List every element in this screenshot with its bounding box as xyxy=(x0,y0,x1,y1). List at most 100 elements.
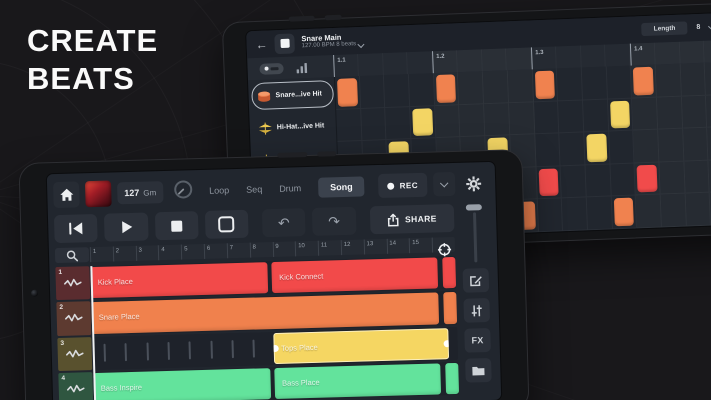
ruler-step[interactable]: 11 xyxy=(317,240,342,256)
step-cell[interactable] xyxy=(607,98,634,132)
ruler-step[interactable]: 3 xyxy=(135,245,159,261)
tab-song[interactable]: Song xyxy=(317,176,365,198)
ruler-cell[interactable] xyxy=(655,42,681,65)
step-cell[interactable] xyxy=(655,63,682,98)
stop-button[interactable] xyxy=(154,211,199,241)
bar-ruler-cells[interactable]: 1 2 3 4 5 6 7 8 9 10 11 12 13 14 15 xyxy=(89,236,456,263)
step-cell[interactable] xyxy=(556,67,583,101)
loop-record-button[interactable] xyxy=(204,209,249,239)
step-cell[interactable] xyxy=(704,61,711,96)
step-cell[interactable] xyxy=(685,193,711,227)
step-cell[interactable] xyxy=(707,126,711,161)
step-cell[interactable] xyxy=(533,100,560,135)
step-cell[interactable] xyxy=(558,100,585,134)
step-cell[interactable] xyxy=(336,108,363,143)
ruler-cell[interactable] xyxy=(556,46,582,69)
ruler-step[interactable]: 14 xyxy=(386,238,410,254)
stop-button[interactable] xyxy=(274,32,295,54)
step-pad[interactable] xyxy=(609,100,631,129)
undo-button[interactable]: ↶ xyxy=(261,208,306,238)
step-cell[interactable] xyxy=(606,65,633,100)
edit-button[interactable] xyxy=(462,268,490,293)
ruler-step[interactable]: 1 xyxy=(89,246,114,263)
back-arrow-icon[interactable]: ← xyxy=(255,37,268,52)
ruler-step[interactable]: 5 xyxy=(181,243,205,260)
track-header[interactable]: 4 xyxy=(58,371,94,400)
ruler-step[interactable]: 10 xyxy=(295,240,319,257)
step-cell[interactable] xyxy=(682,127,709,162)
step-cell[interactable] xyxy=(680,62,707,97)
step-cell[interactable] xyxy=(433,72,460,106)
step-cell[interactable] xyxy=(482,70,509,104)
track-header[interactable]: 1 xyxy=(55,266,91,301)
playhead-locate-button[interactable] xyxy=(431,236,456,256)
ruler-step[interactable]: 9 xyxy=(272,241,296,258)
step-cell[interactable] xyxy=(559,132,586,167)
step-cell[interactable] xyxy=(334,76,361,110)
step-cell[interactable] xyxy=(635,194,662,229)
step-cell[interactable] xyxy=(458,71,485,105)
clip[interactable]: Kick Connect xyxy=(271,257,439,294)
redo-button[interactable]: ↷ xyxy=(312,206,357,236)
rec-options-button[interactable] xyxy=(432,171,456,197)
step-cell[interactable] xyxy=(359,75,386,109)
step-cell[interactable] xyxy=(507,69,534,103)
step-cell[interactable] xyxy=(660,193,687,228)
home-button[interactable] xyxy=(52,181,80,209)
step-cell[interactable] xyxy=(534,133,561,168)
share-button[interactable]: SHARE xyxy=(369,203,455,235)
ruler-step[interactable]: 13 xyxy=(363,238,387,255)
step-cell[interactable] xyxy=(561,197,588,232)
ruler-cell[interactable] xyxy=(580,45,606,68)
step-cell[interactable] xyxy=(484,102,511,137)
mixer-button[interactable] xyxy=(463,297,491,323)
step-cell[interactable] xyxy=(681,95,708,129)
ruler-cell[interactable]: 1.4 xyxy=(629,42,656,66)
step-cell[interactable] xyxy=(434,104,461,139)
step-cell[interactable] xyxy=(658,128,685,163)
step-cell[interactable] xyxy=(385,106,412,141)
settings-button[interactable] xyxy=(461,170,488,197)
clip[interactable]: Tops Place xyxy=(273,327,449,364)
track-header[interactable]: 3 xyxy=(57,336,93,371)
step-cell[interactable] xyxy=(586,196,613,231)
project-artwork[interactable] xyxy=(84,180,112,208)
step-cell[interactable] xyxy=(560,165,587,199)
step-cell[interactable] xyxy=(536,166,562,200)
step-pad[interactable] xyxy=(633,66,654,96)
pattern-title-block[interactable]: Snare Main 127.00 BPM 8 beats xyxy=(301,32,365,51)
fx-button[interactable]: FX xyxy=(464,327,491,353)
length-button[interactable]: Length xyxy=(641,21,688,37)
step-cell[interactable] xyxy=(584,131,611,166)
skip-to-start-button[interactable] xyxy=(53,213,98,244)
tab-seq[interactable]: Seq xyxy=(246,184,263,195)
clip-handle-right[interactable] xyxy=(443,339,449,347)
step-cell[interactable] xyxy=(630,64,657,99)
clip[interactable] xyxy=(445,362,460,395)
step-cell[interactable] xyxy=(532,68,559,102)
jog-knob[interactable] xyxy=(173,179,194,205)
ruler-cell[interactable]: 1.1 xyxy=(333,54,359,77)
ruler-step[interactable]: 8 xyxy=(249,242,273,258)
ruler-cell[interactable] xyxy=(457,49,483,72)
step-cell[interactable] xyxy=(384,74,411,108)
length-value[interactable]: 8 xyxy=(696,23,701,32)
step-pad[interactable] xyxy=(534,70,556,99)
step-pad[interactable] xyxy=(586,133,607,163)
ruler-cell[interactable] xyxy=(506,47,532,70)
bpm-key-control[interactable]: 127 Gm xyxy=(117,181,164,205)
step-cell[interactable] xyxy=(659,161,686,195)
step-cell[interactable] xyxy=(610,163,636,197)
step-cell[interactable] xyxy=(410,105,437,140)
browser-button[interactable] xyxy=(465,357,492,383)
levels-icon[interactable] xyxy=(295,61,308,73)
tab-loop[interactable]: Loop xyxy=(209,185,230,196)
track-header[interactable]: 2 xyxy=(56,301,92,336)
ruler-cell[interactable] xyxy=(358,53,384,76)
clip[interactable]: Kick Place xyxy=(90,262,269,299)
step-pad[interactable] xyxy=(636,164,658,193)
step-cell[interactable] xyxy=(633,129,660,164)
ruler-cell[interactable] xyxy=(407,51,433,74)
step-pad[interactable] xyxy=(435,74,457,103)
step-cell[interactable] xyxy=(581,66,608,101)
